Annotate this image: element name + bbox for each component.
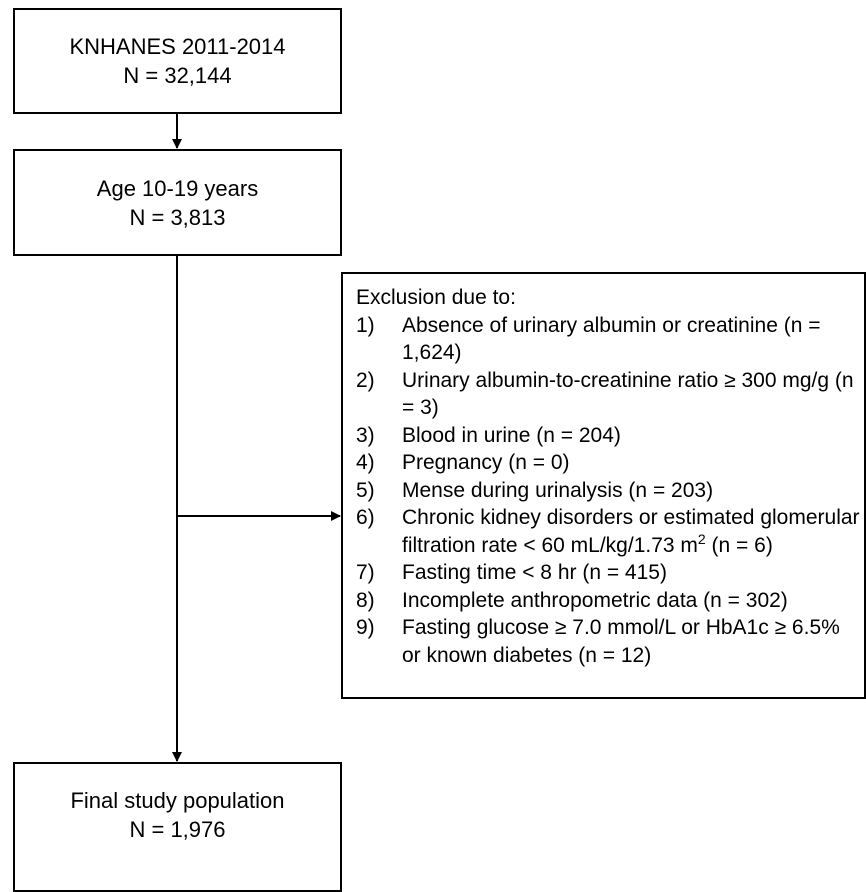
exclusion-item: 3) Blood in urine (n = 204) — [356, 422, 860, 450]
item-number: 4) — [356, 451, 375, 474]
connectors — [172, 113, 341, 762]
item-text: Fasting glucose ≥ 7.0 mmol/L or HbA1c ≥ … — [402, 616, 840, 667]
exclusion-item: 5) Mense during urinalysis (n = 203) — [356, 477, 860, 505]
node-label: Final study population — [70, 788, 285, 813]
item-text-block: Incomplete anthropometric data (n = 302) — [402, 587, 860, 615]
exclusion-item: 6) Chronic kidney disorders or estimated … — [356, 504, 860, 559]
item-text-block: Chronic kidney disorders or estimated gl… — [402, 504, 860, 559]
item-superscript: 2 — [697, 530, 706, 547]
exclusion-item: 1) Absence of urinary albumin or creatini… — [356, 312, 860, 367]
node-count: N = 1,976 — [129, 817, 226, 842]
exclusion-item: 9) Fasting glucose ≥ 7.0 mmol/L or HbA1c … — [356, 614, 860, 669]
item-text: Fasting time < 8 hr (n = 415) — [402, 561, 667, 584]
exclusion-list: 1) Absence of urinary albumin or creatini… — [356, 312, 860, 670]
item-number: 6) — [356, 506, 375, 529]
item-text: Chronic kidney disorders or estimated gl… — [402, 506, 860, 557]
item-text: Incomplete anthropometric data (n = 302) — [402, 588, 788, 612]
item-number: 8) — [356, 588, 375, 612]
item-text: Blood in urine (n = 204) — [402, 423, 621, 447]
item-number: 9) — [356, 616, 375, 639]
item-text: Absence of urinary albumin or creatinine… — [402, 313, 821, 365]
item-text: Mense during urinalysis (n = 203) — [402, 478, 714, 502]
node-box: Age 10-19 years N = 3,813 — [13, 149, 342, 256]
exclusion-title: Exclusion due to: — [356, 286, 516, 309]
item-number: 2) — [356, 368, 375, 392]
item-text: Urinary albumin-to-creatinine ratio ≥ 30… — [402, 368, 854, 420]
item-text-block: Fasting glucose ≥ 7.0 mmol/L or HbA1c ≥ … — [402, 614, 860, 669]
item-text-block: Blood in urine (n = 204) — [402, 422, 860, 450]
item-text-block: Fasting time < 8 hr (n = 415) — [402, 559, 860, 587]
item-number: 7) — [356, 561, 375, 584]
exclusion-item: 7) Fasting time < 8 hr (n = 415) — [356, 559, 860, 587]
exclusion-item: 4) Pregnancy (n = 0) — [356, 449, 860, 477]
item-number: 3) — [356, 423, 375, 447]
item-text-after: (n = 6) — [705, 533, 773, 557]
item-text-block: Urinary albumin-to-creatinine ratio ≥ 30… — [402, 367, 860, 422]
node-count: N = 3,813 — [129, 204, 226, 230]
item-text-block: Pregnancy (n = 0) — [402, 449, 860, 477]
exclusion-box: Exclusion due to: 1) Absence of urinary a… — [341, 272, 866, 699]
item-text-block: Absence of urinary albumin or creatinine… — [402, 312, 860, 367]
item-text: Pregnancy (n = 0) — [402, 451, 570, 474]
item-number: 1) — [356, 313, 375, 337]
page: KNHANES 2011-2014 N = 32,144 Age 10-19 y… — [13, 8, 866, 892]
node-count: N = 32,144 — [123, 63, 232, 88]
exclusion-item: 8) Incomplete anthropometric data (n = 30… — [356, 587, 860, 615]
item-number: 5) — [356, 478, 375, 502]
node-label: Age 10-19 years — [96, 175, 259, 201]
exclusion-item: 2) Urinary albumin-to-creatinine ratio ≥ … — [356, 367, 860, 422]
node-box: Final study population N = 1,976 — [13, 762, 342, 892]
node-box: KNHANES 2011-2014 N = 32,144 — [13, 8, 342, 114]
item-text-block: Mense during urinalysis (n = 203) — [402, 477, 860, 505]
node-label: KNHANES 2011-2014 — [69, 34, 286, 59]
